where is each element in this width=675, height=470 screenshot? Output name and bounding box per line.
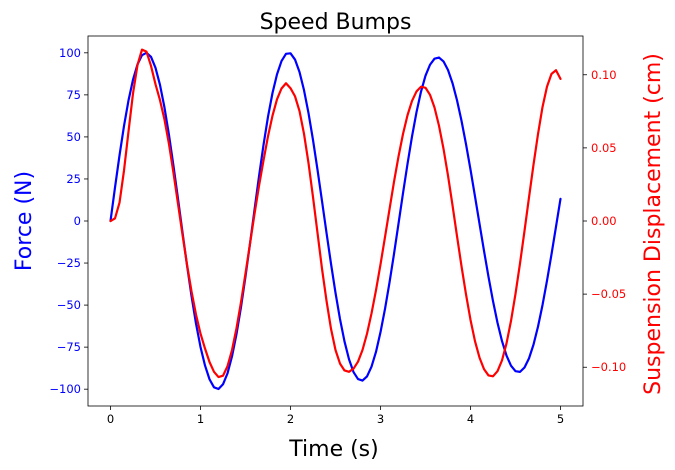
- y-left-tick-label: −50: [57, 298, 81, 312]
- y-right-tick-label: 0.05: [591, 141, 617, 155]
- y-right-tick-label: 0.00: [591, 214, 617, 228]
- x-tick-label: 1: [197, 412, 204, 426]
- x-tick-label: 2: [287, 412, 294, 426]
- x-tick-label: 5: [557, 412, 564, 426]
- x-tick-label: 3: [377, 412, 384, 426]
- y-axis-left: 100 75 50 25 0 −25 −50 −75 −100: [49, 46, 88, 396]
- y-left-tick-label: −25: [57, 256, 81, 270]
- x-axis: 0 1 2 3 4 5: [107, 406, 564, 426]
- y-left-tick-label: 25: [66, 172, 81, 186]
- y-left-tick-label: 75: [66, 88, 81, 102]
- y-axis-right-title: Suspension Displacement (cm): [641, 53, 666, 395]
- chart-title: Speed Bumps: [260, 10, 412, 35]
- y-left-tick-label: −100: [49, 382, 81, 396]
- x-axis-title: Time (s): [288, 437, 378, 462]
- y-left-tick-label: 0: [74, 214, 81, 228]
- y-right-tick-label: −0.05: [591, 287, 626, 301]
- x-tick-label: 0: [107, 412, 114, 426]
- displacement-series-line: [109, 48, 562, 379]
- x-tick-label: 4: [467, 412, 474, 426]
- y-left-tick-label: −75: [57, 340, 81, 354]
- y-left-tick-label: 100: [59, 46, 81, 60]
- y-axis-right: 0.10 0.05 0.00 −0.05 −0.10: [583, 68, 626, 374]
- series-layer: [109, 48, 562, 391]
- y-axis-left-title: Force (N): [12, 171, 37, 271]
- y-right-tick-label: 0.10: [591, 68, 617, 82]
- y-left-tick-label: 50: [66, 130, 81, 144]
- y-right-tick-label: −0.10: [591, 360, 626, 374]
